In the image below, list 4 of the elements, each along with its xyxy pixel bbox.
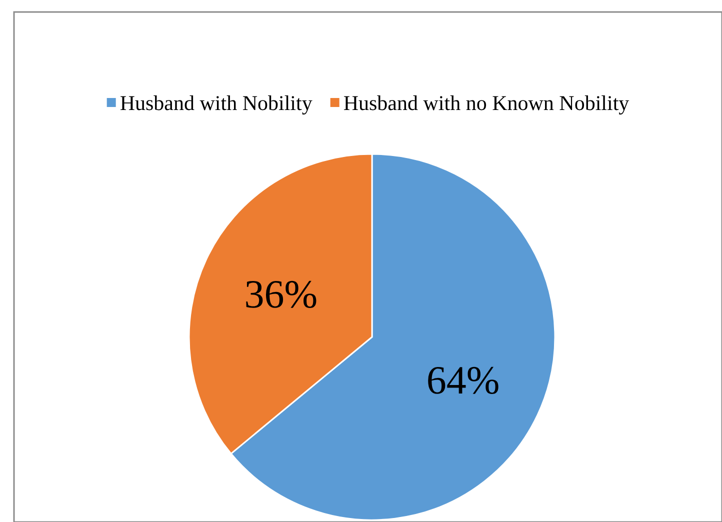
legend-label: Husband with no Known Nobility — [343, 91, 630, 115]
data-label: 64% — [426, 357, 500, 402]
data-label: 36% — [244, 272, 318, 317]
legend-label: Husband with Nobility — [120, 91, 313, 115]
